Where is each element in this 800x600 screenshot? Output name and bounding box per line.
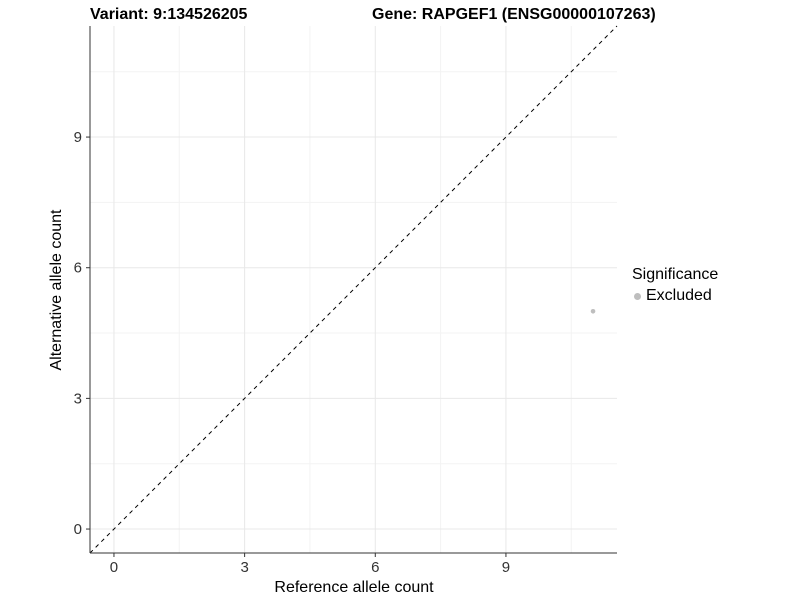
x-tick-label: 6 [371, 559, 379, 576]
y-tick-label: 9 [74, 129, 82, 146]
variant-title: Variant: 9:134526205 [90, 6, 248, 23]
x-axis-label: Reference allele count [274, 579, 434, 596]
legend-item-excluded: Excluded [632, 286, 718, 306]
x-tick-label: 0 [110, 559, 118, 576]
identity-line [89, 25, 618, 554]
y-tick-label: 0 [74, 521, 82, 538]
legend: Significance Excluded [632, 265, 718, 306]
x-tick-label: 9 [502, 559, 510, 576]
y-axis-label: Alternative allele count [48, 209, 65, 371]
y-tick-label: 6 [74, 260, 82, 277]
legend-item-label: Excluded [646, 287, 712, 304]
x-tick-label: 3 [240, 559, 248, 576]
legend-key-dot [634, 292, 641, 300]
data-point [590, 308, 596, 314]
y-tick-label: 3 [74, 390, 82, 407]
gene-title: Gene: RAPGEF1 (ENSG00000107263) [372, 6, 656, 23]
legend-title: Significance [632, 266, 719, 283]
